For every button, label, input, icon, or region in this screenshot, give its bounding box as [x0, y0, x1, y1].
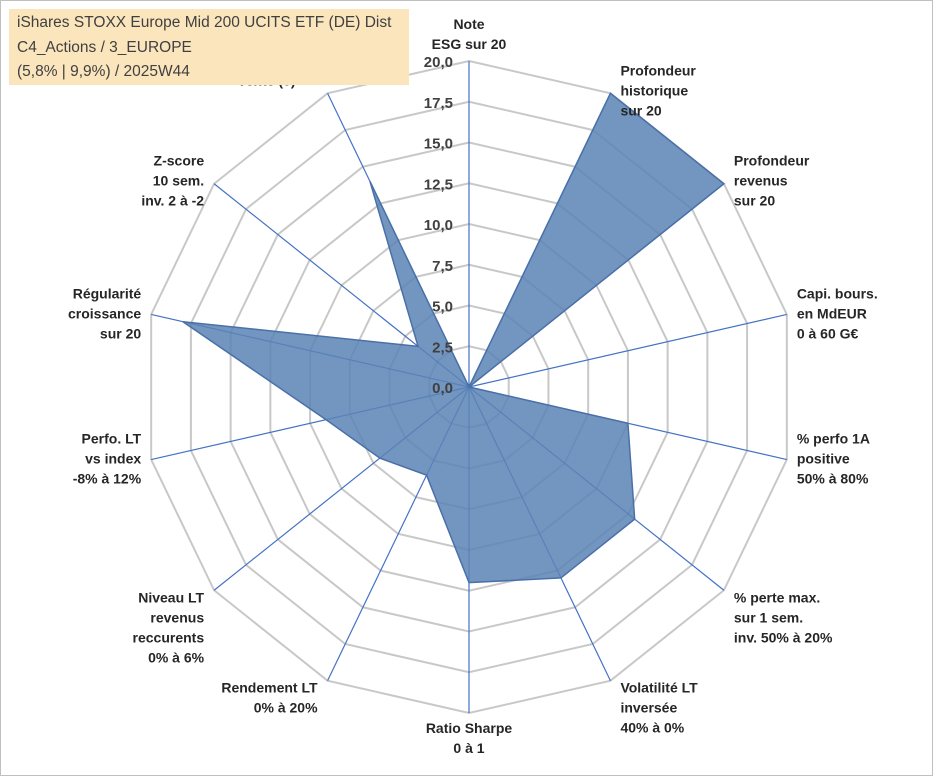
axis-label: Profondeur revenus sur 20 — [734, 153, 810, 209]
tick-label: 20,0 — [424, 54, 453, 71]
axis-label: Note ESG sur 20 — [432, 16, 507, 52]
fund-category: C4_Actions / 3_EUROPE — [17, 39, 192, 56]
tick-label: 10,0 — [424, 217, 453, 234]
axis-label: Régularité croissance sur 20 — [68, 285, 141, 341]
fund-stats: (5,8% | 9,9%) / 2025W44 — [17, 63, 190, 80]
tick-label: 15,0 — [424, 136, 453, 153]
axis-label: Volatilité LT inversée 40% à 0% — [620, 680, 698, 736]
axis-label: Ratio Sharpe 0 à 1 — [426, 720, 513, 756]
tick-label: 2,5 — [432, 339, 453, 356]
data-series — [182, 92, 726, 584]
axis-label: Niveau LT revenus reccurents 0% à 6% — [133, 589, 205, 665]
axis-label: Z-score 10 sem. inv. 2 à -2 — [141, 153, 204, 209]
fund-info-box: iShares STOXX Europe Mid 200 UCITS ETF (… — [9, 9, 409, 85]
tick-label: 5,0 — [432, 299, 453, 316]
axis-label: % perfo 1A positive 50% à 80% — [797, 431, 870, 487]
tick-label: 17,5 — [424, 95, 453, 112]
axis-label: Capi. bours. en MdEUR 0 à 60 G€ — [797, 285, 878, 341]
tick-label: 0,0 — [432, 380, 453, 397]
axis-label: % perte max. sur 1 sem. inv. 50% à 20% — [734, 589, 833, 645]
axis-label: Rendement LT 0% à 20% — [221, 680, 318, 716]
tick-label: 7,5 — [432, 258, 453, 275]
axis-spoke — [468, 313, 787, 388]
axis-label: Profondeur historique sur 20 — [620, 62, 696, 118]
axis-label: Perfo. LT vs index -8% à 12% — [73, 431, 142, 487]
fund-name: iShares STOXX Europe Mid 200 UCITS ETF (… — [17, 14, 392, 31]
tick-label: 12,5 — [424, 176, 453, 193]
